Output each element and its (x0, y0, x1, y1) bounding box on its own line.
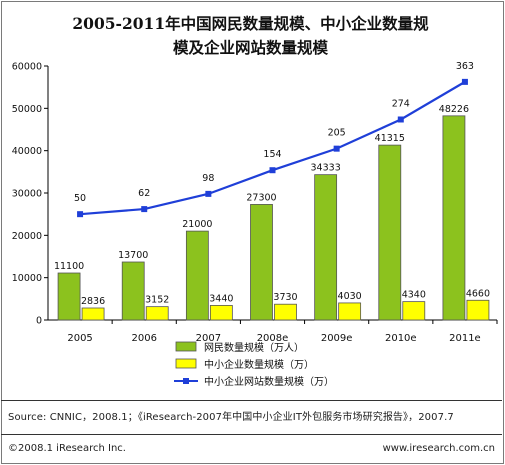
x-tick-label: 2007 (196, 333, 221, 344)
line-data-label: 98 (202, 173, 214, 184)
website-link[interactable]: www.iresearch.com.cn (382, 443, 495, 454)
x-tick-label: 2008e (257, 333, 289, 344)
line-point-marker (269, 167, 276, 174)
line-data-label: 50 (74, 193, 86, 204)
bar-data-label: 3440 (209, 293, 233, 304)
line-data-label: 205 (328, 128, 346, 139)
source-note: Source: CNNIC，2008.1；《iResearch-2007年中国中… (8, 412, 454, 423)
bar-netizens (442, 115, 466, 321)
line-data-label: 62 (138, 188, 150, 199)
x-tick-label: 2009e (321, 333, 353, 344)
bar-data-label: 34333 (311, 163, 341, 174)
line-point-marker (333, 145, 340, 152)
y-tick-label: 10000 (12, 273, 42, 284)
legend-label: 中小企业数量规模（万） (204, 358, 314, 371)
bar-data-label: 13700 (118, 250, 148, 261)
bar-data-label: 4030 (338, 291, 362, 302)
bar-data-label: 11100 (54, 261, 84, 272)
x-tick-label: 2010e (385, 333, 417, 344)
line-point-marker (461, 78, 468, 85)
bar-sme (338, 302, 362, 321)
line-data-label: 363 (456, 61, 474, 72)
x-tick-label: 2006 (131, 333, 156, 344)
bar-data-label: 21000 (182, 219, 212, 230)
x-tick-label: 2005 (67, 333, 92, 344)
bar-sme (81, 307, 105, 321)
bar-data-label: 41315 (375, 133, 405, 144)
legend-swatch (175, 358, 197, 369)
bar-sme (209, 305, 233, 321)
y-tick-label: 0 (36, 316, 42, 327)
bar-data-label: 3730 (273, 292, 297, 303)
bar-sme (466, 299, 490, 321)
legend-label: 网民数量规模（万人） (204, 341, 304, 354)
y-tick-label: 60000 (12, 62, 42, 73)
line-data-label: 274 (392, 98, 410, 109)
y-tick-label: 50000 (12, 104, 42, 115)
bar-data-label: 3152 (145, 295, 169, 306)
bar-netizens (121, 261, 145, 321)
source-divider-bottom (1, 434, 502, 435)
copyright-text: ©2008.1 iResearch Inc. (8, 443, 126, 454)
bar-netizens (314, 174, 338, 321)
bar-sme (274, 303, 297, 321)
chart-title: 2005-2011年中国网民数量规模、中小企业数量规 模及企业网站数量规模 (0, 12, 501, 60)
line-point-marker (397, 116, 404, 123)
bar-netizens (185, 230, 209, 321)
line-point-marker (141, 206, 148, 213)
bar-data-label: 27300 (246, 192, 276, 203)
x-tick-label: 2011e (449, 333, 481, 344)
y-tick-label: 20000 (12, 231, 42, 242)
legend-swatch (175, 341, 197, 352)
legend-label: 中小企业网站数量规模（万） (204, 375, 334, 388)
bar-data-label: 48226 (439, 104, 469, 115)
bar-data-label: 2836 (81, 296, 105, 307)
line-point-marker (77, 211, 84, 218)
bar-netizens (57, 272, 81, 321)
source-divider-top (1, 400, 502, 401)
y-tick-label: 30000 (12, 189, 42, 200)
bar-netizens (378, 144, 402, 321)
legend-swatch-marker (183, 378, 189, 384)
y-tick-label: 40000 (12, 146, 42, 157)
bar-netizens (250, 204, 273, 321)
chart-title-line-1: 2005-2011年中国网民数量规模、中小企业数量规 (72, 14, 429, 33)
bar-data-label: 4340 (402, 290, 426, 301)
bar-sme (402, 301, 426, 321)
line-point-marker (205, 190, 212, 197)
bar-data-label: 4660 (466, 288, 490, 299)
bar-sme (145, 306, 169, 321)
line-data-label: 154 (263, 149, 281, 160)
chart-title-line-2: 模及企业网站数量规模 (172, 38, 328, 57)
